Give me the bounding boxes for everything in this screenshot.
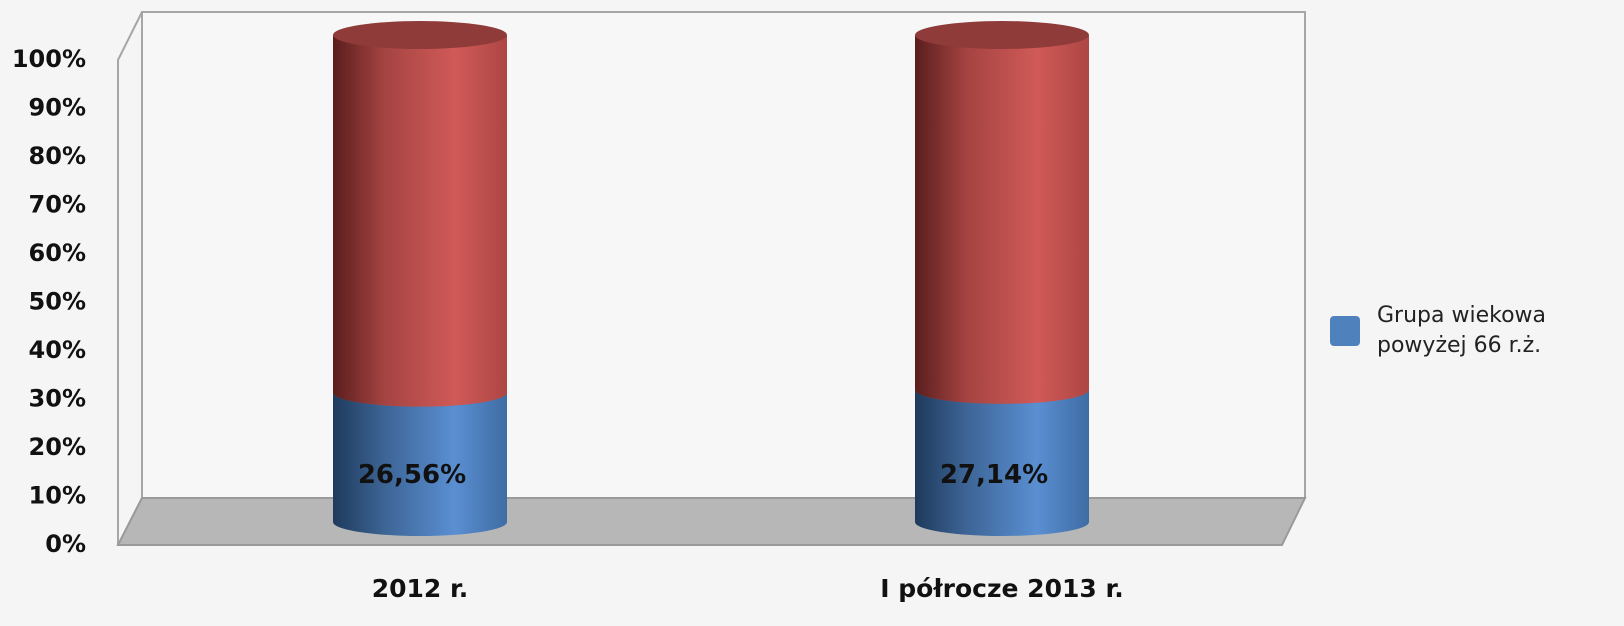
cylinder-segment: [915, 389, 1089, 536]
y-tick-label: 90%: [29, 94, 86, 122]
y-tick-label: 70%: [29, 191, 86, 219]
y-tick-label: 80%: [29, 142, 86, 170]
y-tick-label: 50%: [29, 288, 86, 316]
x-tick-label: 2012 r.: [372, 574, 469, 603]
data-label: 27,14%: [940, 460, 1048, 490]
x-tick-label: I półrocze 2013 r.: [880, 574, 1123, 603]
y-tick-label: 100%: [12, 45, 86, 73]
y-tick-label: 10%: [29, 482, 86, 510]
cylinder-segment: [915, 35, 1089, 404]
side-wall: [117, 11, 143, 546]
legend-swatch: [1330, 316, 1360, 346]
y-tick-label: 0%: [45, 530, 86, 558]
data-label: 26,56%: [358, 460, 466, 490]
back-wall: [141, 11, 1306, 499]
y-tick-label: 20%: [29, 433, 86, 461]
cylinder-segment: [333, 392, 507, 536]
cylinder-segment: [333, 35, 507, 407]
legend-label: Grupa wiekowa powyżej 66 r.ż.: [1377, 303, 1546, 358]
cylinder-top: [333, 21, 507, 49]
y-tick-label: 30%: [29, 385, 86, 413]
cylinder-top: [915, 21, 1089, 49]
y-tick-label: 40%: [29, 336, 86, 364]
floor: [116, 497, 1307, 546]
y-tick-label: 60%: [29, 239, 86, 267]
